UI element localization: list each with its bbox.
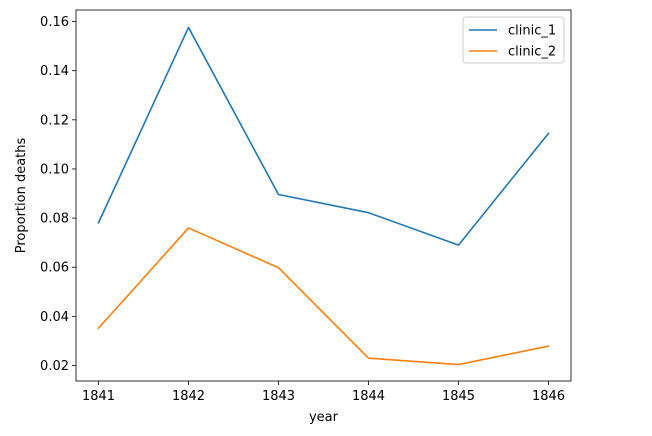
- plot-frame: [75, 9, 572, 382]
- y-tick-label: 0.10: [40, 162, 69, 177]
- x-tick-label: 1845: [442, 389, 475, 404]
- series-line-clinic-1: [97, 26, 550, 246]
- y-tick-label: 0.16: [40, 15, 69, 30]
- x-axis-label: year: [309, 410, 339, 425]
- x-tick-label: 1844: [352, 389, 385, 404]
- legend-label: clinic_2: [508, 45, 556, 60]
- x-tick-label: 1846: [532, 389, 565, 404]
- legend: clinic_1 clinic_2: [462, 16, 565, 64]
- x-tick-label: 1841: [82, 389, 115, 404]
- x-axis-ticks: 1841 1842 1843 1844 1845 1846: [82, 381, 565, 404]
- y-tick-label: 0.02: [40, 359, 69, 374]
- series-line-clinic-2: [97, 227, 550, 366]
- y-tick-label: 0.14: [40, 64, 69, 79]
- y-axis-label: Proportion deaths: [14, 138, 29, 254]
- y-tick-label: 0.04: [40, 310, 69, 325]
- legend-label: clinic_1: [508, 24, 556, 39]
- x-tick-label: 1843: [262, 389, 295, 404]
- y-tick-label: 0.12: [40, 113, 69, 128]
- y-tick-label: 0.08: [40, 212, 69, 227]
- x-tick-label: 1842: [172, 389, 205, 404]
- y-axis-ticks: 0.02 0.04 0.06 0.08 0.10 0.12 0.14 0.16: [40, 15, 76, 374]
- y-tick-label: 0.06: [40, 261, 69, 276]
- plot-lines: [97, 26, 550, 366]
